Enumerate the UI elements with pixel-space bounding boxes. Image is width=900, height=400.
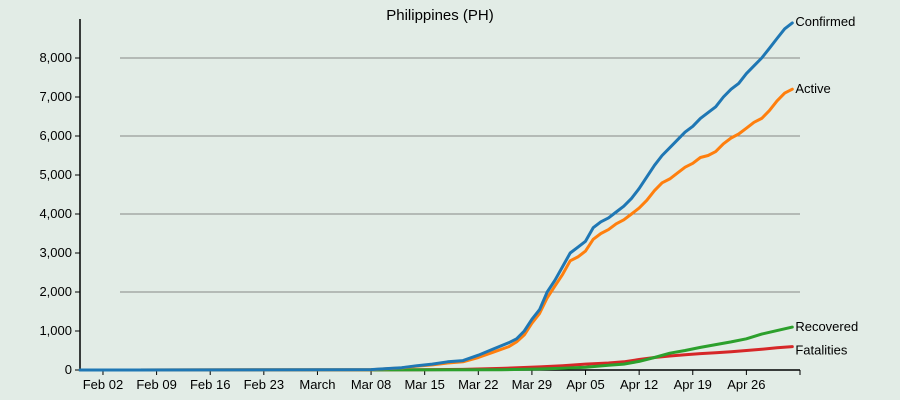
series-label-confirmed: Confirmed	[795, 14, 855, 29]
x-tick-label: Mar 15	[404, 377, 444, 392]
y-tick-label: 6,000	[39, 128, 72, 143]
x-tick-label: Apr 12	[620, 377, 658, 392]
y-tick-label: 7,000	[39, 89, 72, 104]
y-tick-label: 4,000	[39, 206, 72, 221]
x-tick-label: Feb 23	[244, 377, 284, 392]
y-tick-label: 1,000	[39, 323, 72, 338]
y-tick-label: 8,000	[39, 50, 72, 65]
x-tick-label: Feb 16	[190, 377, 230, 392]
x-axis-ticks: Feb 02 Feb 09 Feb 16 Feb 23 March Mar 08 Mar 1…	[83, 370, 801, 392]
series-line-confirmed	[78, 21, 794, 372]
series-line-recovered	[78, 325, 794, 372]
x-tick-label: Apr 26	[727, 377, 765, 392]
x-tick-label: Mar 08	[351, 377, 391, 392]
series-label-fatalities: Fatalities	[795, 343, 848, 358]
x-tick-label: Mar 29	[512, 377, 552, 392]
y-tick-label: 5,000	[39, 167, 72, 182]
x-tick-label: March	[299, 377, 335, 392]
y-tick-label: 3,000	[39, 245, 72, 260]
y-axis-ticks: 0 1,000 2,000 3,000 4,000 5,000 6,000 7,000 8,00…	[39, 50, 80, 377]
grid-lines	[120, 57, 800, 293]
x-tick-label: Apr 19	[674, 377, 712, 392]
y-tick-label: 0	[65, 362, 72, 377]
series-label-recovered: Recovered	[795, 319, 858, 334]
y-tick-label: 2,000	[39, 284, 72, 299]
x-tick-label: Feb 02	[83, 377, 123, 392]
x-tick-label: Mar 22	[458, 377, 498, 392]
series-lines	[78, 21, 794, 372]
axes	[79, 19, 800, 371]
chart-title: Philippines (PH)	[386, 7, 494, 24]
series-label-active: Active	[795, 81, 830, 96]
x-tick-label: Feb 09	[136, 377, 176, 392]
series-labels: Confirmed Active Recovered Fatalities	[795, 14, 858, 358]
x-tick-label: Apr 05	[566, 377, 604, 392]
